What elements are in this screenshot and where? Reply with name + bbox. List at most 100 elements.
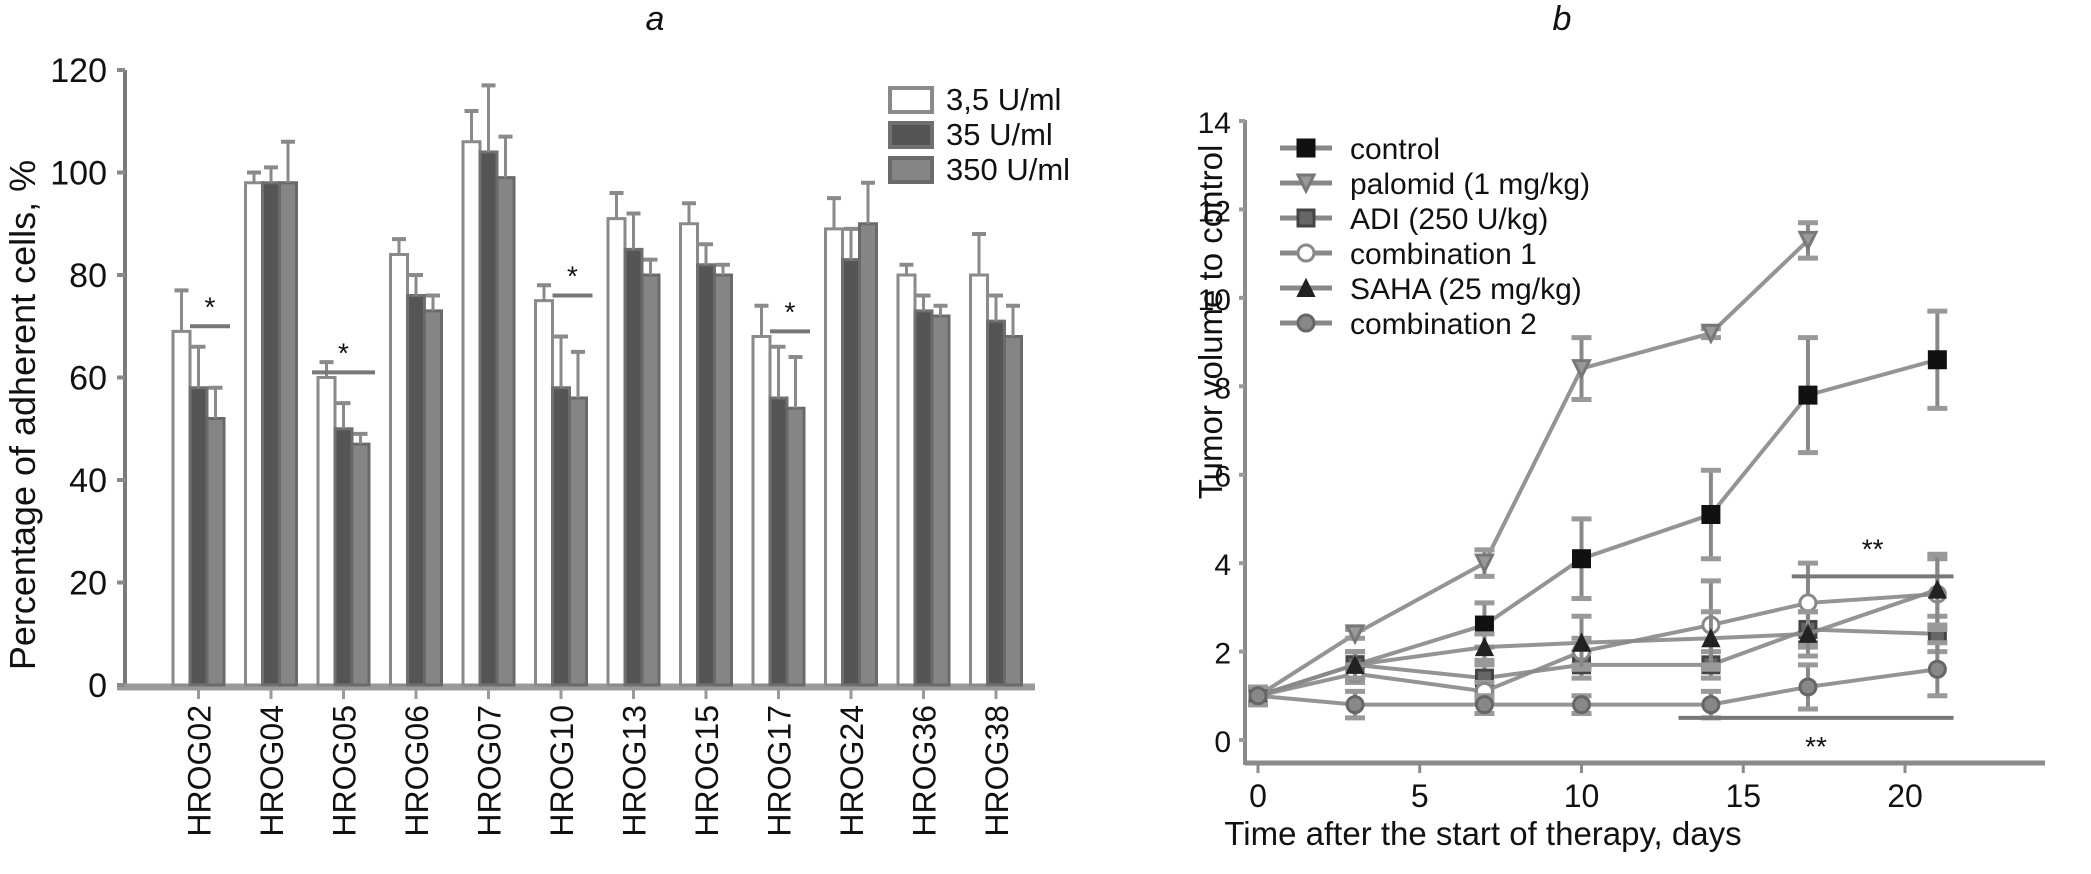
panel-a-x-tick-label: HROG36 (907, 705, 943, 837)
panel-b-x-tick-label: 20 (1887, 778, 1923, 814)
bar-HROG04-1 (261, 181, 281, 687)
legend-label-5: combination 2 (1350, 308, 1537, 341)
panel-a-y-tick-label: 20 (69, 565, 107, 603)
panel-a-x-tick-label: HROG06 (399, 705, 435, 837)
panel-a-y-tick-label: 120 (50, 52, 107, 90)
panel-b-y-tick-label: 6 (1214, 461, 1231, 494)
series-line-1 (1256, 238, 1810, 698)
bar-HROG04-0 (244, 181, 264, 687)
data-point-3 (1798, 593, 1818, 613)
panel-a-x-tick-label: HROG10 (544, 705, 580, 837)
bar-HROG24-2 (858, 222, 878, 687)
bar-HROG24-1 (841, 258, 861, 687)
series-line-0 (1257, 357, 1938, 698)
bar-HROG06-0 (389, 253, 409, 687)
panel-a-y-tick-label: 60 (69, 360, 107, 398)
bar-HROG04-2 (278, 181, 298, 687)
panel-a-bar-chart: a Percentage of adherent cells, % 0 20 40 6… (2, 0, 1070, 837)
legend-marker-5 (1296, 313, 1316, 333)
legend-label-2: ADI (250 U/kg) (1350, 203, 1548, 236)
panel-b-y-tick-label: 0 (1214, 726, 1231, 759)
panel-a-y-tick-label: 80 (69, 257, 107, 295)
legend-label-2: 350 U/ml (946, 152, 1070, 187)
panel-b-y-tick-label: 14 (1198, 107, 1231, 140)
bar-HROG15-0 (679, 222, 699, 687)
legend-label-0: control (1350, 133, 1440, 166)
bar-HROG36-1 (913, 309, 934, 687)
data-point-1 (1700, 323, 1722, 345)
bar-HROG13-1 (623, 247, 644, 687)
data-point-5 (1474, 695, 1494, 715)
bar-HROG05-2 (350, 442, 371, 687)
legend-label-1: 35 U/ml (946, 117, 1053, 152)
legend-label-0: 3,5 U/ml (946, 82, 1061, 117)
data-point-4 (1571, 632, 1592, 652)
bar-HROG17-1 (768, 396, 789, 687)
data-point-5 (1248, 686, 1268, 706)
data-point-1 (1474, 553, 1495, 575)
panel-a-label: a (646, 0, 665, 38)
bar-HROG15-1 (696, 263, 716, 687)
data-point-0 (1927, 350, 1947, 370)
significance-star: * (338, 337, 349, 368)
legend-swatch-2 (888, 156, 934, 184)
legend-marker-1 (1295, 173, 1317, 195)
panel-a-x-tick-label: HROG07 (472, 705, 508, 837)
bar-HROG38-0 (969, 273, 989, 687)
data-point-5 (1927, 659, 1947, 679)
data-point-5 (1798, 677, 1818, 697)
panel-a-x-tick-label: HROG17 (762, 705, 798, 837)
panel-a-x-tick-label: HROG38 (979, 705, 1015, 837)
data-point-4 (1701, 628, 1721, 648)
significance-stars: ** (1862, 533, 1884, 564)
data-point-0 (1572, 549, 1591, 569)
bar-HROG07-2 (495, 176, 516, 687)
bar-HROG02-1 (188, 386, 209, 687)
panel-b-line-chart: b Tumor volume to control Time after the… (1192, 0, 2045, 852)
panel-b-y-tick-label: 4 (1214, 549, 1231, 582)
bar-HROG15-2 (713, 273, 733, 687)
bar-HROG38-2 (1003, 335, 1023, 687)
significance-stars: ** (1805, 731, 1827, 762)
panel-b-x-axis-label: Time after the start of therapy, days (1224, 815, 1741, 852)
bar-HROG13-0 (606, 217, 627, 687)
bar-HROG02-0 (171, 329, 192, 687)
panel-a-x-tick-label: HROG05 (327, 705, 363, 837)
panel-b-x-tick-label: 15 (1725, 778, 1761, 814)
panel-a-x-tick-label: HROG02 (182, 705, 218, 837)
data-point-4 (1345, 654, 1365, 674)
data-point-0 (1701, 505, 1721, 525)
panel-a-x-tick-label: HROG13 (617, 705, 653, 837)
panel-b-series: ** ** (1247, 220, 1954, 762)
panel-a-x-tick-label: HROG04 (254, 705, 290, 837)
panel-b-axes: 0 2 4 6 8 10 12 14 0 5 10 15 20 (1198, 107, 2045, 814)
bar-HROG02-2 (205, 417, 226, 687)
data-point-0 (1798, 385, 1818, 405)
bar-HROG10-2 (568, 396, 588, 687)
legend-marker-0 (1296, 138, 1316, 158)
data-point-1 (1797, 230, 1819, 252)
legend-label-4: SAHA (25 mg/kg) (1350, 273, 1582, 306)
panel-b-x-tick-label: 0 (1249, 778, 1267, 814)
significance-star: * (205, 291, 216, 322)
significance-star: * (567, 261, 578, 292)
data-point-4 (1798, 623, 1818, 643)
bar-HROG13-2 (640, 273, 661, 687)
panel-a-x-tick-label: HROG24 (834, 705, 870, 837)
legend-label-1: palomid (1 mg/kg) (1350, 168, 1590, 201)
panel-a-y-tick-label: 40 (69, 462, 107, 500)
bar-HROG05-1 (333, 427, 354, 687)
panel-b-y-tick-label: 2 (1214, 638, 1231, 671)
data-point-4 (1474, 636, 1495, 657)
panel-a-y-axis-label: Percentage of adherent cells, % (2, 160, 43, 670)
legend-marker-3 (1296, 243, 1316, 263)
bar-HROG10-0 (534, 299, 554, 687)
panel-b-y-tick-label: 8 (1214, 372, 1231, 405)
bar-HROG36-0 (896, 273, 917, 687)
bar-HROG36-2 (930, 314, 951, 687)
panel-a-bars: * * * * (171, 83, 1023, 687)
panel-a-y-tick-label: 100 (50, 155, 107, 193)
panel-a-x-tick-label: HROG15 (689, 705, 725, 837)
